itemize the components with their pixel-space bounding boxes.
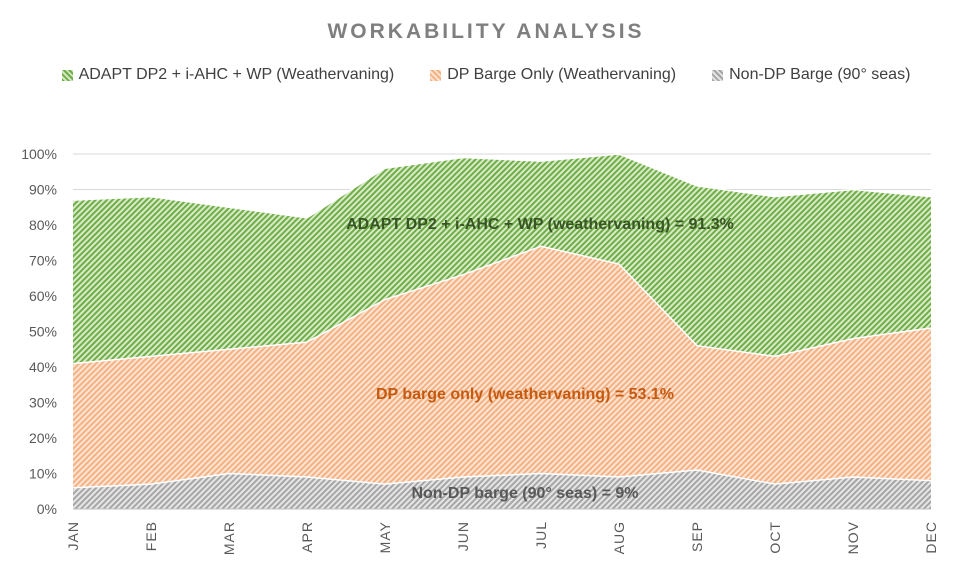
y-tick-label: 50% [29,324,57,340]
x-tick-label: APR [299,521,315,553]
y-tick-label: 80% [29,217,57,233]
legend-item-adapt: ADAPT DP2 + i-AHC + WP (Weathervaning) [61,66,395,84]
legend-swatch-dp-barge [430,69,442,81]
annotation-adapt: ADAPT DP2 + i-AHC + WP (weathervaning) =… [346,216,734,233]
y-tick-label: 40% [29,359,57,375]
legend-swatch-non-dp [712,69,724,81]
area-dp-barge [73,246,931,510]
x-tick-label: MAY [377,521,393,553]
annotation-dp-barge: DP barge only (weathervaning) = 53.1% [376,386,674,403]
chart-title: WORKABILITY ANALYSIS [327,20,645,43]
chart-legend: ADAPT DP2 + i-AHC + WP (Weathervaning) D… [0,66,972,84]
x-tick-label: OCT [767,521,783,554]
legend-item-dp-barge: DP Barge Only (Weathervaning) [430,66,676,84]
x-tick-label: SEP [689,521,705,552]
x-tick-label: JUL [533,521,549,549]
legend-label-dp-barge: DP Barge Only (Weathervaning) [447,66,677,83]
y-tick-label: 100% [21,146,57,162]
y-tick-label: 60% [29,288,57,304]
area-non-dp [73,469,931,509]
y-tick-label: 90% [29,182,57,198]
annotation-non-dp: Non-DP barge (90° seas) = 9% [411,485,638,502]
y-tick-label: 70% [29,253,57,269]
x-tick-label: JAN [65,521,81,550]
legend-swatch-adapt [61,69,73,81]
x-tick-label: DEC [923,521,939,554]
area-edge-adapt [72,153,932,219]
area-edge-non-dp [72,469,932,489]
x-tick-label: AUG [611,521,627,554]
legend-label-non-dp: Non-DP Barge (90° seas) [729,66,911,83]
y-tick-label: 20% [29,430,57,446]
x-tick-label: JUN [455,521,471,551]
y-tick-label: 10% [29,466,57,482]
legend-label-adapt: ADAPT DP2 + i-AHC + WP (Weathervaning) [78,66,395,83]
x-tick-label: MAR [221,521,237,555]
y-tick-label: 30% [29,395,57,411]
x-tick-label: NOV [845,521,861,554]
x-tick-label: FEB [143,521,159,551]
legend-item-non-dp: Non-DP Barge (90° seas) [712,66,910,84]
y-tick-label: 0% [37,501,57,517]
area-edge-dp-barge [72,245,932,365]
